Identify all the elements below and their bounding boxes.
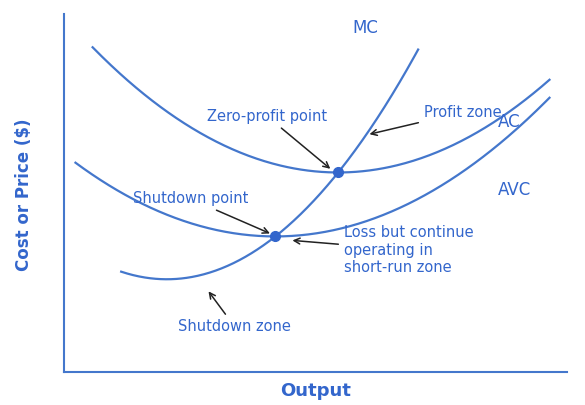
- Text: Loss but continue
operating in
short-run zone: Loss but continue operating in short-run…: [294, 225, 473, 275]
- Text: Zero-profit point: Zero-profit point: [207, 109, 329, 168]
- Text: AC: AC: [498, 113, 521, 131]
- Text: MC: MC: [353, 19, 378, 37]
- Text: Profit zone: Profit zone: [371, 105, 501, 135]
- Text: Shutdown point: Shutdown point: [133, 191, 269, 233]
- Text: Cost or Price ($): Cost or Price ($): [15, 119, 33, 271]
- Text: Output: Output: [280, 382, 351, 400]
- Text: AVC: AVC: [498, 181, 531, 199]
- Text: Shutdown zone: Shutdown zone: [178, 293, 291, 334]
